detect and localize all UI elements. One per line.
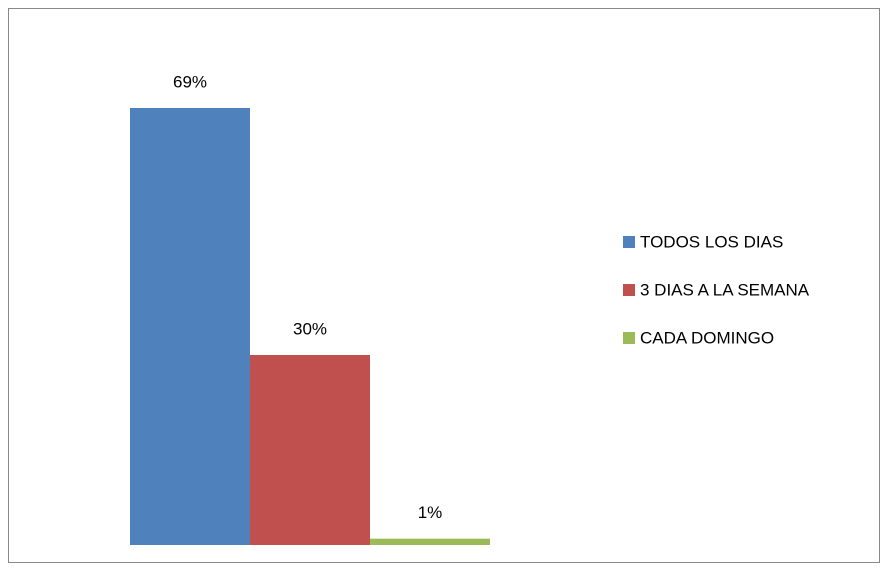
data-label: 1% bbox=[418, 503, 443, 522]
legend-swatch bbox=[623, 236, 635, 248]
bar bbox=[370, 538, 490, 545]
legend-label: CADA DOMINGO bbox=[640, 328, 774, 347]
data-label: 30% bbox=[293, 319, 327, 338]
legend-label: 3 DIAS A LA SEMANA bbox=[640, 280, 810, 299]
legend-label: TODOS LOS DIAS bbox=[640, 232, 783, 251]
legend-swatch bbox=[623, 284, 635, 296]
bar bbox=[130, 108, 250, 545]
data-label: 69% bbox=[173, 72, 207, 91]
legend-swatch bbox=[623, 332, 635, 344]
bar bbox=[250, 355, 370, 545]
